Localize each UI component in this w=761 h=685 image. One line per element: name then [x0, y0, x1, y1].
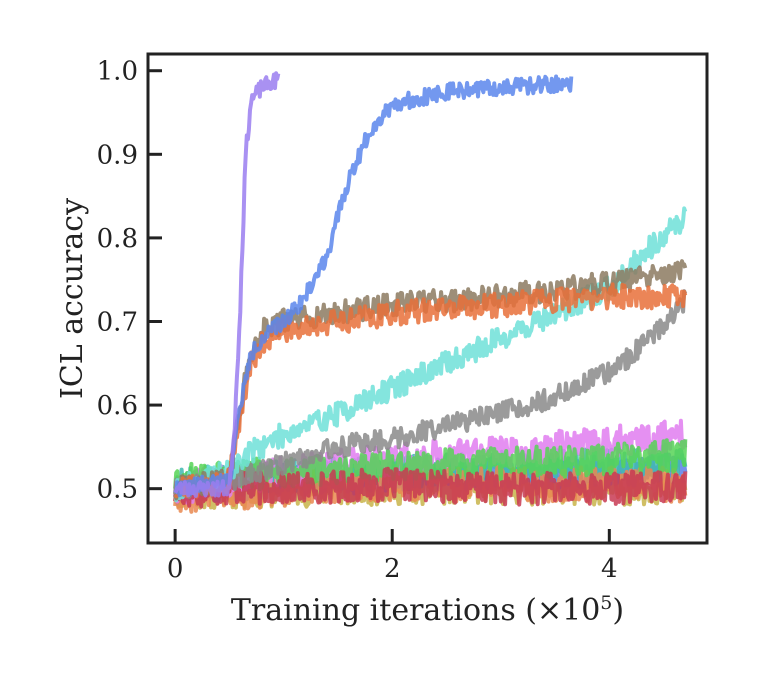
- plot-frame: [146, 52, 709, 545]
- x-axis-label-main: Training iterations (×10: [231, 593, 600, 628]
- x-tick-label: 0: [167, 554, 184, 584]
- x-axis-label-exponent: 5: [600, 592, 612, 614]
- series-line-11: [173, 282, 688, 499]
- series-line-8: [173, 289, 688, 499]
- series-line-12: [174, 74, 574, 498]
- x-tick-label: 2: [384, 554, 401, 584]
- y-tick-label: 0.9: [97, 140, 138, 170]
- x-axis-label: Training iterations (×105): [231, 592, 624, 628]
- series-line-9: [173, 206, 688, 503]
- series-layer: [173, 71, 688, 514]
- y-tick-label: 0.6: [97, 391, 138, 421]
- series-line-7: [173, 466, 688, 509]
- ticks-layer: 0 2 4 0.5 0.6 0.7 0.8 0.9 1.0: [97, 57, 618, 584]
- y-tick-label: 0.7: [97, 307, 138, 337]
- y-tick-label: 0.5: [97, 475, 138, 505]
- x-axis-label-close: ): [612, 593, 624, 628]
- x-tick-label: 4: [601, 554, 618, 584]
- y-axis-label: ICL accuracy: [55, 198, 90, 399]
- y-tick-label: 0.8: [97, 224, 138, 254]
- series-line-13: [173, 71, 281, 498]
- y-tick-label: 1.0: [97, 57, 138, 87]
